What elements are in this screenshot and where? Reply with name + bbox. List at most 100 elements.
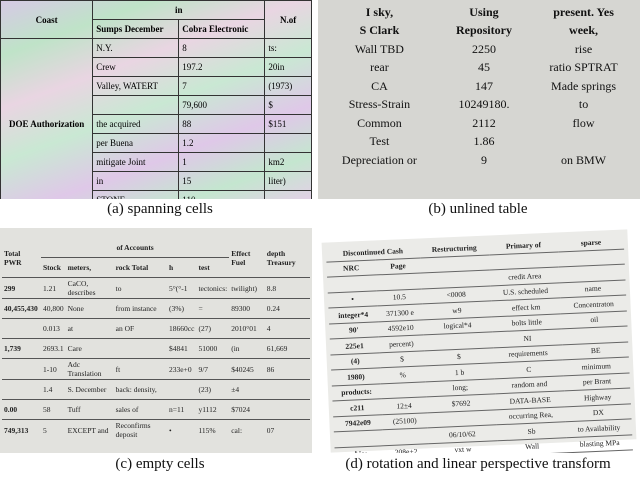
table-row: DOE Authorization N.Y. 8 ts: xyxy=(0,38,312,199)
table-cell: back: density, xyxy=(113,379,168,400)
empty-cells-table: Total PWR of Accounts Effect Fuel depth … xyxy=(2,238,310,440)
header-meters: meters, xyxy=(65,257,114,278)
table-cell xyxy=(529,133,638,152)
table-row: 79,600 $ xyxy=(1,95,312,115)
table-row: CA 147 Made springs xyxy=(320,77,638,96)
table-cell: 9 xyxy=(480,152,487,167)
table-cell: 8 xyxy=(178,38,266,58)
table-cell: 2250 xyxy=(471,41,496,56)
table-cell: twilight) xyxy=(229,277,265,299)
table-row: Stress-Strain 10249180. to xyxy=(320,96,638,115)
table-cell: 1.86 xyxy=(473,134,495,149)
table-cell: 07 xyxy=(264,419,310,440)
header-of-accounts: of Accounts xyxy=(116,243,154,252)
table-cell: 88 xyxy=(178,114,266,134)
table-cell: Stress-Strain xyxy=(348,97,411,112)
table-cell xyxy=(167,379,197,400)
table-row: 299 1.21 CaCO, describes to 5°(°-1 tectonics:… xyxy=(2,277,310,299)
table-row: per Buena 1.2 xyxy=(1,133,312,153)
table-cell: (27) xyxy=(196,318,230,339)
table-cell: None xyxy=(65,298,114,319)
table-cell: • xyxy=(167,419,197,440)
table-cell xyxy=(264,399,310,420)
panel-b-unlined-table: I sky, Using present. Yes S Clark Reposi… xyxy=(318,0,640,199)
header-cell: Repository xyxy=(455,23,512,38)
table-cell: N.Y. xyxy=(92,38,180,58)
table-cell: 233e+0 xyxy=(167,358,197,380)
header-h: h xyxy=(167,257,197,278)
header-cobra: Cobra Electronic xyxy=(178,19,266,39)
table-cell: (in xyxy=(229,338,265,359)
header-cell: I sky, xyxy=(365,4,394,19)
rotated-sheet: Discontinued Cash Restructuring Primary … xyxy=(321,229,637,453)
table-cell: 147 xyxy=(474,78,493,93)
panel-c-empty-cells: Total PWR of Accounts Effect Fuel depth … xyxy=(0,228,312,453)
table-cell: 749,313 xyxy=(2,419,41,440)
table-row: 0.00 58 Tuff sales of n=11 y1112 $7024 xyxy=(2,399,310,420)
table-cell: 0.00 xyxy=(2,399,41,420)
table-cell: vxt w xyxy=(428,440,498,453)
table-cell: rise xyxy=(574,41,593,56)
table-cell: 40,455,430 xyxy=(2,298,41,319)
table-cell: Wall xyxy=(497,437,568,453)
table-row: 40,455,430 40,800 None from instance (3%) = 89… xyxy=(2,298,310,319)
table-row: Common 2112 flow xyxy=(320,114,638,133)
table-cell: flow xyxy=(572,115,595,130)
table-cell: 8.8 xyxy=(264,277,310,299)
table-cell: 40,800 xyxy=(40,298,66,319)
table-row: rear 45 ratio SPTRAT xyxy=(320,59,638,78)
table-cell: sales of xyxy=(113,399,168,420)
table-row: STONE110 xyxy=(1,190,312,199)
table-row: 0.013 at an OF 18660cc (27) 2010°01 4 xyxy=(2,318,310,339)
table-cell: 5°(°-1 xyxy=(167,277,197,299)
table-cell: 58 xyxy=(40,399,66,420)
table-cell xyxy=(264,133,312,153)
table-cell: on BMW xyxy=(561,152,607,167)
table-cell: 51000 xyxy=(196,338,230,359)
table-cell xyxy=(113,338,168,359)
table-cell: ft xyxy=(113,358,168,380)
table-cell: cal: xyxy=(229,419,265,440)
table-row: mitigate Joint 1 km2 xyxy=(1,152,312,172)
table-cell: CA xyxy=(371,78,388,93)
header-cell: Using xyxy=(469,4,499,19)
row-label-doe: DOE Authorization xyxy=(0,38,94,199)
header-cell: present. Yes xyxy=(553,4,614,19)
table-cell: rear xyxy=(370,60,389,75)
table-cell: S. December xyxy=(65,379,114,400)
table-cell: in xyxy=(92,171,180,191)
table-cell: Adc Translation xyxy=(65,358,114,380)
table-cell: 10249180. xyxy=(458,97,510,112)
table-cell xyxy=(264,190,312,199)
table-cell: CaCO, describes xyxy=(65,277,114,299)
table-cell: Wall TBD xyxy=(354,41,404,56)
table-cell: $4841 xyxy=(167,338,197,359)
table-cell: 299 xyxy=(2,277,41,299)
table-cell: EXCEPT and xyxy=(65,419,114,440)
header-cell: week, xyxy=(569,23,599,38)
table-cell: $40245 xyxy=(229,358,265,380)
header-total-pwr: Total PWR xyxy=(4,248,22,267)
table-cell: Reconfirms deposit xyxy=(113,419,168,440)
table-cell: Care xyxy=(65,338,114,359)
table-cell: Test xyxy=(369,134,390,149)
table-cell: mitigate Joint xyxy=(92,152,180,172)
table-cell: the acquired xyxy=(92,114,180,134)
table-cell: 61,669 xyxy=(264,338,310,359)
table-cell: 2693.1 xyxy=(40,338,66,359)
table-cell: an OF xyxy=(113,318,168,339)
table-cell xyxy=(2,358,41,380)
table-cell: Crew xyxy=(92,57,180,77)
table-cell: 0.24 xyxy=(264,298,310,319)
panel-d-rotated-table: Discontinued Cash Restructuring Primary … xyxy=(318,228,640,453)
table-cell: to xyxy=(113,277,168,299)
table-cell: at xyxy=(65,318,114,339)
table-cell: 86 xyxy=(264,358,310,380)
table-cell: 208e+2 xyxy=(383,443,429,453)
rotated-table: Discontinued Cash Restructuring Primary … xyxy=(325,233,634,453)
table-cell: $ xyxy=(264,95,312,115)
header-in: in xyxy=(92,0,266,20)
table-cell xyxy=(2,318,41,339)
table-cell: 110 xyxy=(178,190,266,199)
table-cell: from instance xyxy=(113,298,168,319)
